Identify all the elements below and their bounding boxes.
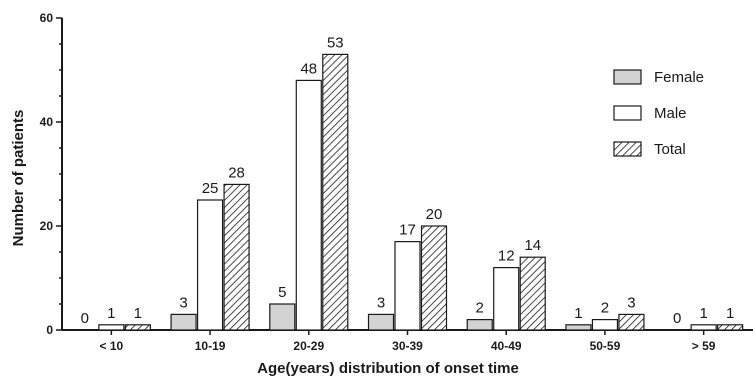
bar-male bbox=[493, 267, 520, 331]
data-label-female: 2 bbox=[476, 300, 484, 317]
legend-swatch-male bbox=[613, 105, 642, 121]
bar-male bbox=[591, 319, 619, 331]
bar-female bbox=[170, 313, 197, 331]
bar-total bbox=[618, 313, 645, 331]
x-tick-label: 30-39 bbox=[392, 339, 423, 353]
data-label-male: 12 bbox=[498, 248, 515, 265]
bar-total bbox=[322, 53, 349, 331]
bar-male bbox=[295, 79, 322, 331]
data-label-total: 1 bbox=[726, 305, 734, 322]
y-axis-title: Number of patients bbox=[10, 110, 27, 247]
legend-swatch-total bbox=[613, 141, 642, 157]
data-label-male: 1 bbox=[107, 305, 115, 322]
data-label-female: 1 bbox=[574, 305, 582, 322]
x-tick-label: 20-29 bbox=[293, 339, 324, 353]
bar-male bbox=[690, 324, 717, 331]
bar-total bbox=[223, 183, 250, 331]
data-label-total: 14 bbox=[524, 237, 541, 254]
data-label-female: 0 bbox=[81, 310, 89, 327]
data-label-male: 48 bbox=[300, 60, 317, 77]
bar-total bbox=[124, 324, 151, 331]
data-label-total: 53 bbox=[327, 34, 344, 51]
y-tick-label: 0 bbox=[46, 323, 53, 337]
data-label-male: 1 bbox=[699, 305, 707, 322]
legend-label-total: Total bbox=[654, 141, 686, 158]
data-label-total: 28 bbox=[228, 164, 245, 181]
bar-male bbox=[196, 199, 224, 331]
bar-male bbox=[394, 241, 421, 331]
data-label-male: 17 bbox=[399, 222, 416, 239]
bar-total bbox=[717, 324, 744, 331]
bar-total bbox=[420, 225, 448, 331]
x-tick-label: 10-19 bbox=[195, 339, 226, 353]
bar-female bbox=[367, 313, 395, 331]
bar-female bbox=[269, 303, 296, 331]
legend-swatch-female bbox=[613, 69, 642, 85]
data-label-female: 3 bbox=[377, 294, 385, 311]
data-label-male: 2 bbox=[601, 300, 609, 317]
legend-label-female: Female bbox=[654, 69, 704, 86]
x-axis-title: Age(years) distribution of onset time bbox=[257, 360, 519, 377]
data-label-total: 3 bbox=[627, 294, 635, 311]
data-label-male: 25 bbox=[202, 180, 219, 197]
data-label-total: 20 bbox=[426, 206, 443, 223]
y-tick-label: 40 bbox=[40, 115, 54, 129]
bar-male bbox=[98, 324, 125, 331]
data-label-total: 1 bbox=[134, 305, 142, 322]
data-label-female: 0 bbox=[673, 310, 681, 327]
y-tick-label: 60 bbox=[40, 11, 54, 25]
x-tick-label: 50-59 bbox=[590, 339, 621, 353]
data-label-female: 5 bbox=[278, 284, 286, 301]
legend-label-male: Male bbox=[654, 105, 687, 122]
bar-total bbox=[519, 256, 546, 331]
x-tick-label: < 10 bbox=[100, 339, 124, 353]
x-tick-label: 40-49 bbox=[491, 339, 522, 353]
legend: Female Male Total bbox=[613, 69, 704, 158]
data-label-female: 3 bbox=[179, 294, 187, 311]
x-tick-label: > 59 bbox=[692, 339, 716, 353]
bar-female bbox=[466, 319, 493, 331]
bar-female bbox=[565, 324, 592, 331]
y-tick-label: 20 bbox=[40, 219, 54, 233]
